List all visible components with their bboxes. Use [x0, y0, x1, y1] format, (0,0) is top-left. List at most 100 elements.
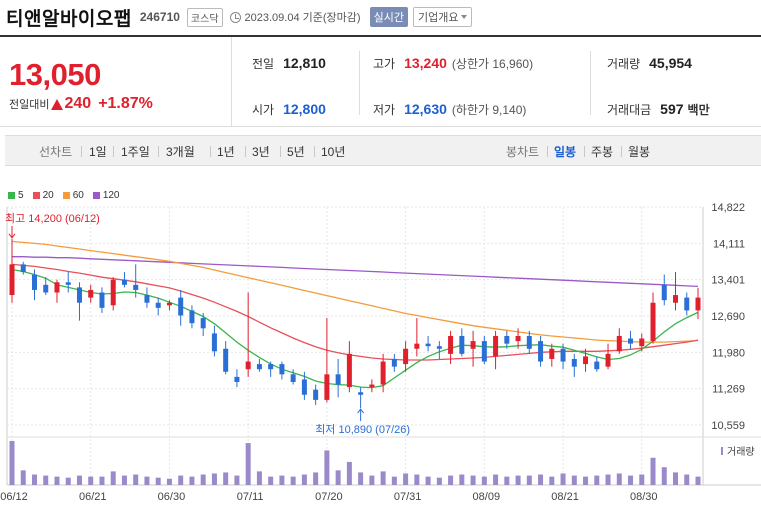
volume-bar: [133, 474, 139, 485]
candle-body: [369, 384, 375, 388]
volume-bar: [200, 474, 206, 485]
volume-bar: [481, 476, 487, 485]
volume-bar: [346, 461, 352, 485]
clock-icon: [229, 11, 241, 23]
volume-bar: [99, 476, 105, 485]
candle-body: [560, 348, 566, 362]
candle-body: [189, 310, 195, 324]
volume-bar: [448, 475, 454, 485]
market-badge: 코스닥: [186, 7, 223, 27]
volume-bar: [268, 476, 274, 485]
candle-body: [470, 341, 476, 349]
candle-chart-label[interactable]: 봉차트: [506, 145, 540, 159]
candle-body: [178, 297, 184, 316]
volume-bar: [369, 475, 375, 485]
period-10y[interactable]: 10년: [321, 145, 346, 159]
volume-bar: [155, 477, 161, 485]
max-annotation: 최고 14,200 (06/12): [5, 212, 100, 225]
min-annotation: 최저 10,890 (07/26): [315, 423, 410, 436]
volume-bar: [301, 474, 307, 485]
volume-bar: [211, 473, 217, 485]
open-cell: 시가 12,800: [252, 101, 326, 118]
period-3m[interactable]: 3개월: [166, 145, 195, 159]
volume-bar: [594, 475, 600, 485]
candle-body: [459, 335, 465, 354]
candle-body: [571, 358, 577, 367]
company-overview-label: 기업개요: [417, 12, 459, 24]
ma20-line: [11, 263, 699, 361]
y-tick-label: 11,980: [712, 347, 745, 359]
volume-label: 거래량: [607, 57, 641, 71]
volume-bar: [279, 475, 285, 485]
high-cell: 고가 13,240 (상한가 16,960): [373, 55, 533, 72]
period-1y[interactable]: 1년: [217, 145, 235, 159]
legend-ma60: 60: [62, 190, 84, 201]
volume-bar: [324, 450, 330, 485]
open-value: 12,800: [283, 101, 326, 117]
volume-bar: [684, 474, 690, 485]
candle-body: [583, 356, 589, 365]
volume-bar: [436, 477, 442, 485]
candle-body: [695, 297, 701, 311]
change-row: 전일대비 240 +1.87%: [9, 95, 153, 113]
candle-body: [549, 348, 555, 359]
candle-body: [65, 282, 71, 285]
volume-bar: [189, 476, 195, 485]
period-3y[interactable]: 3년: [252, 145, 270, 159]
candle-monthly[interactable]: 월봉: [628, 145, 651, 159]
volume-cell: 거래량 45,954: [607, 55, 692, 72]
candle-body: [279, 364, 285, 375]
separator: [113, 146, 114, 157]
company-overview-dropdown[interactable]: 기업개요: [412, 7, 473, 27]
y-tick-label: 12,690: [711, 311, 745, 323]
volume-bar: [234, 475, 240, 485]
candle-body: [31, 274, 37, 290]
candle-body: [144, 295, 150, 303]
high-value: 13,240: [404, 55, 447, 71]
quote-panel: 13,050 전일대비 240 +1.87% 전일 12,810 시가 12,8…: [0, 35, 761, 127]
reference-date: 2023.09.04 기준(장마감): [244, 12, 361, 24]
stock-code: 246710: [139, 10, 180, 24]
period-1w[interactable]: 1주일: [121, 145, 150, 159]
y-tick-label: 11,269: [712, 384, 745, 396]
volume-bar: [414, 474, 420, 485]
volume-bar: [245, 443, 251, 485]
x-tick-label: 06/30: [158, 491, 186, 503]
separator: [314, 146, 315, 157]
separator: [158, 146, 159, 157]
volume-bar: [54, 476, 60, 485]
line-chart-label[interactable]: 선차트: [39, 145, 73, 159]
volume-bar: [628, 475, 634, 485]
candle-body: [661, 284, 667, 301]
chart-legend: 5 20 60 120: [8, 190, 120, 201]
candle-weekly[interactable]: 주봉: [591, 145, 614, 159]
separator: [245, 146, 246, 157]
max-arrow-head: [8, 233, 16, 239]
volume-bar: [9, 441, 15, 485]
separator: [621, 146, 622, 157]
volume-bar: [223, 472, 229, 485]
volume-bar: [504, 476, 510, 485]
candle-body: [650, 302, 656, 342]
period-5y[interactable]: 5년: [287, 145, 305, 159]
volume-bar: [526, 475, 532, 485]
volume-bar: [20, 470, 26, 485]
volume-bar: [695, 476, 701, 485]
upper-limit: (상한가 16,960): [451, 57, 534, 71]
volume-bar: [560, 473, 566, 485]
chart-toolbar: 선차트 1일 1주일 3개월 1년 3년 5년 10년 봉차트 일봉 주봉 월봉: [5, 135, 761, 166]
candle-body: [616, 335, 622, 352]
volume-bar: [121, 475, 127, 485]
legend-ma20: 20: [32, 190, 54, 201]
change-amount: 240: [64, 95, 92, 112]
realtime-button[interactable]: 실시간: [369, 7, 408, 27]
volume-bar: [256, 471, 262, 485]
candle-body: [538, 341, 544, 362]
volume-bar: [538, 474, 544, 485]
period-1d[interactable]: 1일: [89, 145, 107, 159]
candle-body: [223, 348, 229, 372]
candle-body: [324, 374, 330, 400]
candle-daily[interactable]: 일봉: [554, 145, 577, 159]
volume-bar: [425, 476, 431, 485]
candle-body: [290, 374, 296, 382]
